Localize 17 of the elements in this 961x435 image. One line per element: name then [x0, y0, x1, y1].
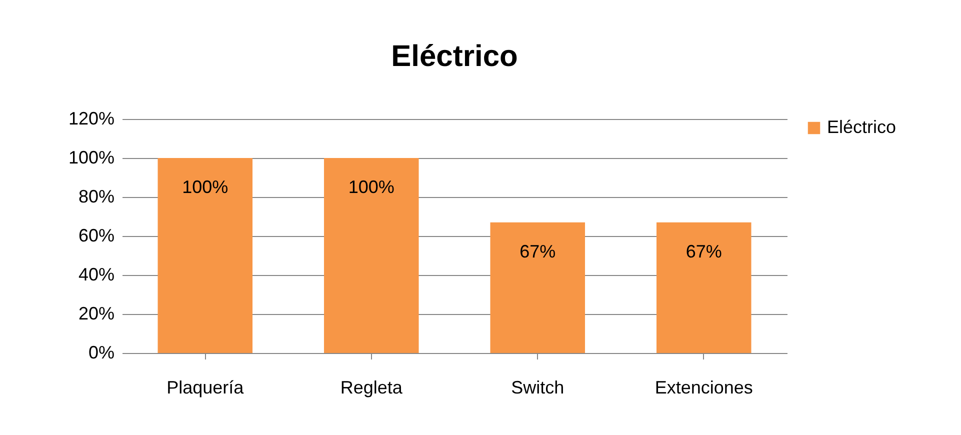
x-tick-label: Plaquería [166, 378, 245, 398]
data-label: 100% [182, 177, 228, 197]
chart-title: Eléctrico [391, 40, 518, 73]
x-tick-label: Regleta [340, 378, 404, 398]
y-tick-label: 40% [78, 264, 114, 284]
x-tick-label: Extenciones [654, 378, 753, 398]
x-tick-label: Switch [511, 378, 564, 398]
y-tick-label: 20% [78, 304, 114, 324]
data-label: 67% [686, 241, 722, 262]
y-tick-label: 120% [68, 108, 114, 128]
y-tick-label: 0% [88, 342, 114, 362]
data-label: 67% [520, 241, 556, 262]
legend-label: Eléctrico [827, 117, 896, 137]
data-label: 100% [348, 177, 394, 197]
y-tick-label: 60% [78, 226, 114, 246]
y-tick-label: 100% [68, 148, 114, 168]
y-tick-label: 80% [78, 186, 114, 206]
